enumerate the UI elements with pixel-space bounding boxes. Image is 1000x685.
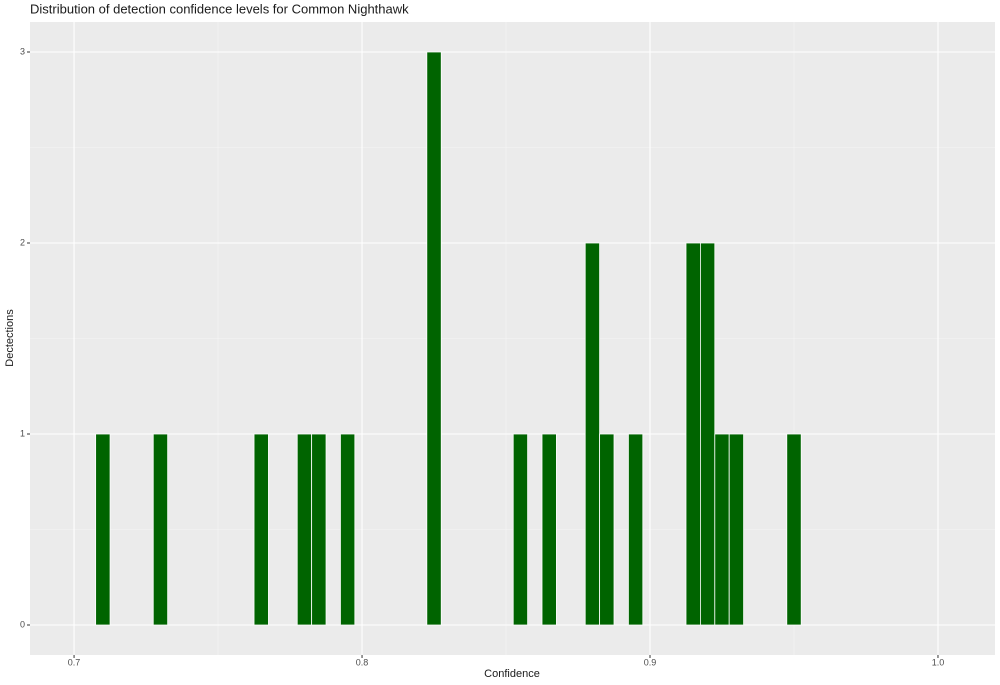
bar: [714, 433, 730, 626]
chart-title: Distribution of detection confidence lev…: [30, 1, 409, 16]
bar: [685, 242, 701, 626]
x-tick-label: 0.8: [356, 657, 369, 667]
x-axis-label: Confidence: [484, 668, 540, 680]
bar: [426, 51, 442, 626]
bar: [152, 433, 169, 626]
y-tick-label: 1: [20, 428, 25, 438]
bar: [628, 433, 644, 626]
y-tick-label: 0: [20, 619, 25, 629]
bar: [786, 433, 802, 626]
bar: [541, 433, 557, 626]
y-axis-label: Dectections: [4, 309, 16, 367]
bar: [584, 242, 601, 626]
x-tick-label: 1.0: [932, 657, 945, 667]
bar: [311, 433, 327, 626]
bar: [599, 433, 615, 626]
bar: [728, 433, 744, 626]
x-tick-label: 0.7: [68, 657, 81, 667]
y-tick-label: 2: [20, 237, 25, 247]
bar: [253, 433, 269, 626]
y-tick-label: 3: [20, 46, 25, 56]
bar: [296, 433, 313, 626]
bar: [700, 242, 716, 626]
bar: [512, 433, 529, 626]
bar: [340, 433, 356, 626]
x-tick-label: 0.9: [644, 657, 657, 667]
bar: [95, 433, 111, 626]
